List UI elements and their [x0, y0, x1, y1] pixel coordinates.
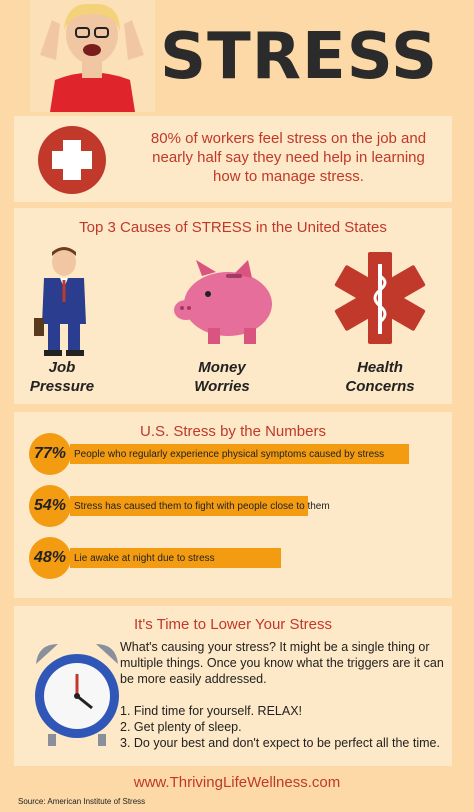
stat-bar: Stress has caused them to fight with peo…	[70, 496, 330, 516]
numbers-title: U.S. Stress by the Numbers	[140, 423, 326, 440]
stat-percent-badge: 48%	[29, 537, 71, 579]
lower-paragraph: What's causing your stress? It might be …	[120, 640, 444, 686]
cause-money-line2: Worries	[194, 378, 250, 395]
lower-title: It's Time to Lower Your Stress	[134, 616, 332, 633]
intro-text: 80% of workers feel stress on the job an…	[150, 130, 427, 185]
stat-text: Stress has caused them to fight with peo…	[74, 501, 330, 512]
causes-title: Top 3 Causes of STRESS in the United Sta…	[79, 219, 387, 236]
piggy-bank-icon	[172, 260, 280, 346]
red-cross-icon	[36, 124, 108, 196]
businessman-icon	[34, 246, 94, 358]
tip-item: 2. Get plenty of sleep.	[120, 720, 242, 734]
source-note: Source: American Institute of Stress	[18, 797, 146, 806]
page-title: STRESS	[160, 20, 439, 94]
stat-bar: People who regularly experience physical…	[70, 444, 409, 464]
medical-star-icon	[332, 250, 428, 346]
website-link[interactable]: www.ThrivingLifeWellness.com	[133, 774, 341, 791]
stat-text: Lie awake at night due to stress	[74, 553, 215, 564]
stat-bar: Lie awake at night due to stress	[70, 548, 281, 568]
stat-percent-badge: 77%	[29, 433, 71, 475]
cause-health-line2: Concerns	[345, 378, 415, 395]
tip-item: 3. Do your best and don't expect to be p…	[120, 736, 440, 750]
cause-job-label: Job Pressure	[2, 358, 122, 396]
alarm-clock-icon	[28, 638, 126, 748]
stat-text: People who regularly experience physical…	[74, 449, 385, 460]
cause-health-line1: Health	[357, 359, 403, 376]
tips-list: 1. Find time for yourself. RELAX! 2. Get…	[120, 703, 450, 751]
tip-item: 1. Find time for yourself. RELAX!	[120, 704, 303, 718]
cause-money-label: Money Worries	[162, 358, 282, 396]
lower-panel: It's Time to Lower Your Stress What's ca…	[14, 606, 452, 766]
cause-health-label: Health Concerns	[320, 358, 440, 396]
cause-money-line1: Money	[198, 359, 246, 376]
intro-panel: 80% of workers feel stress on the job an…	[14, 116, 452, 202]
stressed-woman-image	[30, 0, 155, 112]
causes-panel: Top 3 Causes of STRESS in the United Sta…	[14, 208, 452, 404]
stat-percent-badge: 54%	[29, 485, 71, 527]
cause-job-line2: Pressure	[29, 378, 95, 395]
cause-job-line1: Job	[48, 359, 76, 376]
